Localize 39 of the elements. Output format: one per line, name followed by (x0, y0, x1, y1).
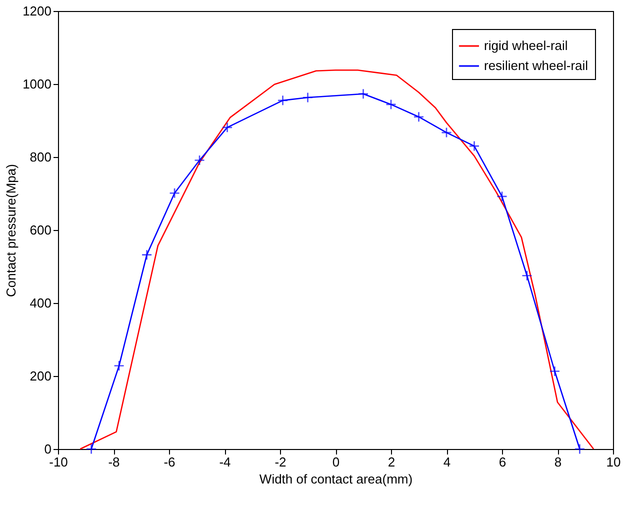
x-tick-label: 2 (388, 454, 396, 470)
point (222, 122, 233, 133)
legend-label: rigid wheel-rail (484, 38, 568, 53)
x-tick-label: 0 (332, 454, 340, 470)
point (86, 444, 97, 454)
point (496, 191, 508, 202)
point (386, 99, 396, 110)
x-tick-label: 6 (498, 454, 506, 470)
y-tick-label: 400 (30, 296, 52, 310)
point (522, 270, 532, 282)
y-tick-label: 800 (30, 150, 52, 164)
x-tick-label: 10 (606, 454, 621, 470)
point (194, 154, 205, 166)
point (302, 92, 314, 103)
point (114, 360, 124, 372)
point (169, 188, 180, 199)
y-tick-label: 0 (44, 442, 52, 456)
point (549, 366, 560, 377)
point (574, 444, 586, 454)
point (277, 95, 288, 106)
y-tick-label: 1000 (22, 76, 52, 92)
point (141, 249, 152, 260)
x-tick-label: -10 (49, 454, 68, 470)
y-tick-label: 1200 (22, 4, 52, 18)
point (441, 127, 452, 138)
x-tick-label: 8 (554, 454, 562, 470)
y-axis-title: Contact pressure(Mpa) (4, 164, 19, 297)
x-tick-label: -6 (164, 454, 176, 470)
legend-label: resilient wheel-rail (484, 58, 588, 73)
x-tick-label: -2 (274, 454, 286, 470)
x-tick-label: -8 (108, 454, 120, 470)
point (358, 88, 369, 100)
point (413, 111, 424, 122)
point (468, 140, 480, 152)
x-axis-title: Width of contact area(mm) (259, 472, 413, 486)
x-tick-label: 4 (443, 454, 451, 470)
y-tick-label: 600 (30, 222, 52, 238)
y-tick-label: 200 (30, 368, 52, 384)
x-tick-label: -4 (219, 454, 231, 470)
